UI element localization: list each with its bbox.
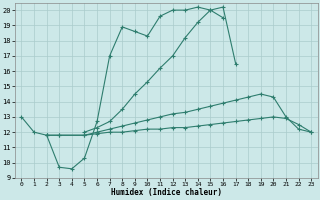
X-axis label: Humidex (Indice chaleur): Humidex (Indice chaleur) [111, 188, 222, 197]
